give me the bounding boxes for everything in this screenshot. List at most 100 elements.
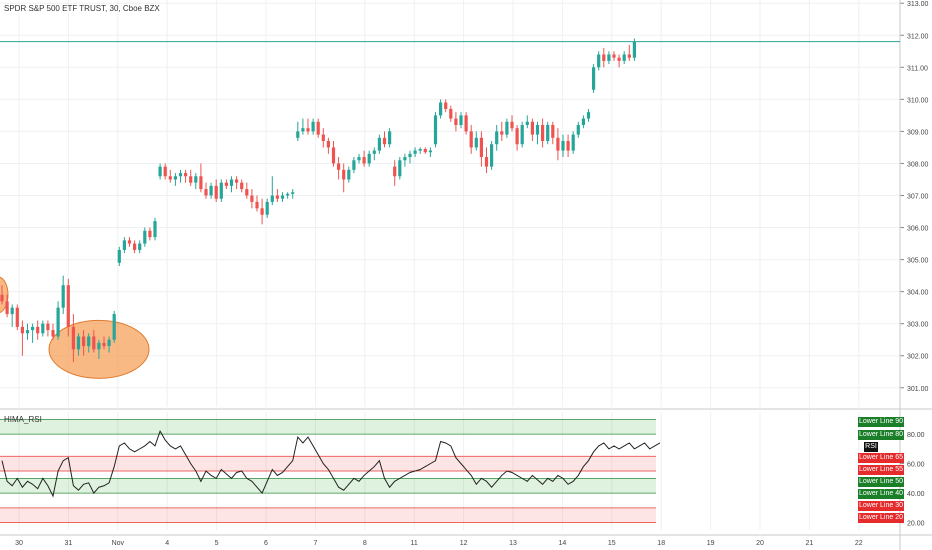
price-tick-label: 313.00 [907,1,929,8]
time-tick-label: 15 [608,540,616,547]
time-tick-label: 18 [657,540,665,547]
candle-body [235,179,239,183]
price-tick-label: 311.00 [907,65,928,72]
price-tick-label: 308.00 [907,161,929,168]
candle-body [209,185,213,196]
time-tick-label: 8 [363,540,367,547]
candle-body [20,326,24,334]
time-tick-label: 4 [165,540,169,547]
candle-body [240,182,244,190]
candle-body [632,41,636,58]
candle-body [301,128,305,132]
candle-body [280,195,285,199]
candle-body [326,141,330,148]
price-tick-label: 307.00 [907,193,929,200]
candle-body [418,149,422,151]
candle-body [372,150,376,154]
candle-body [444,102,448,109]
candle-body [484,157,489,167]
candle-body [347,169,351,180]
candle-body [36,326,40,334]
price-tick-label: 310.00 [907,97,929,104]
candle-body [245,189,249,196]
candle-body [0,294,4,302]
candle-body [576,124,580,135]
candle-body [398,160,402,177]
candle-body [474,137,478,148]
indicator-title: HIMA_RSI [4,415,42,424]
candle-body [515,128,519,145]
indicator-tick-label: 60.00 [907,462,925,469]
candle-body [530,121,534,135]
candle-body [143,230,147,244]
candle-body [87,336,91,347]
candle-body [260,208,264,215]
candle-body [566,141,570,151]
candle-body [82,336,86,347]
candle-body [367,153,371,164]
candle-body [479,137,483,158]
time-tick-label: 30 [15,540,23,547]
indicator-tag: Lower Line 50 [858,477,904,487]
indicator-tag: Lower Line 90 [858,417,904,427]
candle-body [520,124,524,145]
candle-body [158,166,162,177]
candle-body [229,179,234,186]
price-tick-label: 304.00 [907,290,929,297]
candle-body [525,121,529,125]
candle-body [265,201,269,215]
candle-body [433,115,438,145]
candle-body [546,124,550,142]
indicator-band [0,507,656,523]
candle-body [133,243,137,250]
candle-body [224,182,228,186]
time-tick-label: 14 [559,540,567,547]
candle-body [127,240,132,244]
candle-body [551,124,555,138]
time-tick-label: 7 [313,540,317,547]
candle-body [490,144,494,167]
time-tick-label: 31 [65,540,73,547]
candle-body [535,124,540,135]
candle-body [586,112,591,119]
candle-body [153,221,157,238]
time-tick-label: 19 [707,540,715,547]
price-tick-label: 303.00 [907,322,929,329]
candle-body [102,342,106,347]
candle-body [571,134,575,151]
candle-body [342,169,346,180]
candle-body [112,314,116,340]
candle-body [500,131,504,135]
indicator-tick-label: 40.00 [907,491,925,498]
time-tick-label: 20 [756,540,764,547]
candle-body [194,176,198,183]
candle-body [454,118,458,125]
candle-body [291,192,295,194]
candle-body [617,57,621,61]
time-tick-label: 5 [215,540,219,547]
candle-body [92,336,96,350]
candle-body [107,339,111,347]
candle-body [592,67,596,90]
candle-body [393,166,397,177]
candle-body [199,176,203,190]
candle-body [189,176,193,183]
indicator-tag: Lower Line 20 [858,513,904,523]
candle-body [122,240,126,250]
candle-body [31,326,35,331]
time-tick-label: Nov [112,540,125,547]
candle-body [97,342,101,350]
candle-body [117,249,121,263]
candle-body [505,121,509,135]
candle-body [148,230,152,238]
candle-body [449,108,453,119]
candle-body [459,115,463,125]
candle-body [464,115,468,132]
candle-body [612,54,616,58]
rsi-line [1,429,661,498]
indicator-band [0,456,656,471]
price-tick-label: 309.00 [907,129,929,136]
candle-body [510,121,514,129]
candle-body [469,131,473,148]
